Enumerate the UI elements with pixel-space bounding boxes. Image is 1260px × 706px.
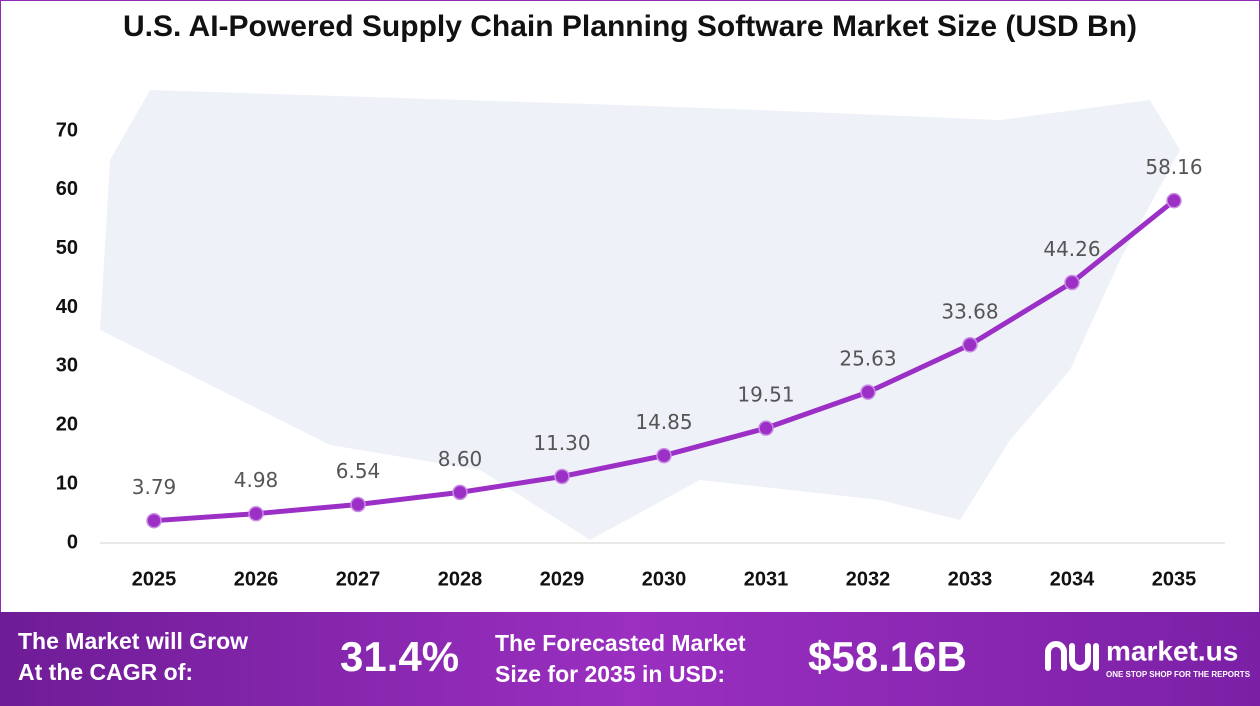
x-tick-label: 2031: [744, 568, 789, 590]
marker: [860, 384, 876, 400]
x-tick-label: 2026: [234, 568, 279, 590]
value-label: 44.26: [1043, 237, 1100, 261]
marker: [554, 468, 570, 485]
value-label: 14.85: [635, 410, 692, 434]
marker: [962, 337, 978, 353]
x-tick-label: 2029: [540, 568, 585, 590]
value-label: 6.54: [336, 459, 381, 483]
marker: [146, 512, 162, 529]
forecast-value: $58.16B: [808, 633, 967, 680]
value-label: 58.16: [1145, 155, 1202, 179]
value-label: 3.79: [132, 475, 177, 499]
value-label: 19.51: [737, 383, 794, 407]
marker: [1064, 274, 1080, 291]
logo-icon: [1045, 641, 1099, 671]
cagr-label: The Market will Grow: [18, 628, 248, 654]
forecast-label: Size for 2035 in USD:: [495, 661, 725, 687]
y-tick-label: 70: [56, 119, 78, 141]
x-tick-label: 2033: [948, 568, 993, 590]
y-tick-label: 60: [56, 178, 78, 200]
marker: [248, 505, 264, 522]
value-label: 4.98: [234, 468, 279, 492]
marker: [656, 447, 672, 464]
marker: [1166, 192, 1182, 209]
marker: [350, 496, 366, 513]
marker: [758, 420, 774, 436]
marker: [452, 484, 468, 501]
y-tick-label: 10: [56, 472, 78, 494]
value-label: 25.63: [839, 347, 896, 371]
forecast-label: The Forecasted Market: [495, 630, 746, 656]
chart-title: U.S. AI-Powered Supply Chain Planning So…: [123, 10, 1137, 43]
y-tick-label: 0: [67, 531, 78, 553]
x-tick-label: 2030: [642, 568, 687, 590]
x-tick-label: 2032: [846, 568, 891, 590]
x-tick-label: 2027: [336, 568, 381, 590]
tagline: ONE STOP SHOP FOR THE REPORTS: [1106, 670, 1251, 679]
y-tick-label: 40: [56, 296, 78, 318]
y-tick-label: 20: [56, 414, 78, 436]
y-tick-label: 30: [56, 355, 78, 377]
cagr-label: At the CAGR of:: [18, 659, 193, 685]
map-background: [100, 90, 1180, 540]
logo: market.us: [1106, 635, 1238, 666]
x-tick-label: 2035: [1152, 568, 1197, 590]
x-tick-label: 2034: [1050, 568, 1095, 590]
value-label: 8.60: [438, 447, 483, 471]
y-tick-label: 50: [56, 237, 78, 259]
cagr-value: 31.4%: [340, 633, 459, 680]
value-label: 33.68: [941, 299, 998, 323]
value-label: 11.30: [533, 431, 590, 455]
x-tick-label: 2025: [132, 568, 177, 590]
x-tick-label: 2028: [438, 568, 483, 590]
